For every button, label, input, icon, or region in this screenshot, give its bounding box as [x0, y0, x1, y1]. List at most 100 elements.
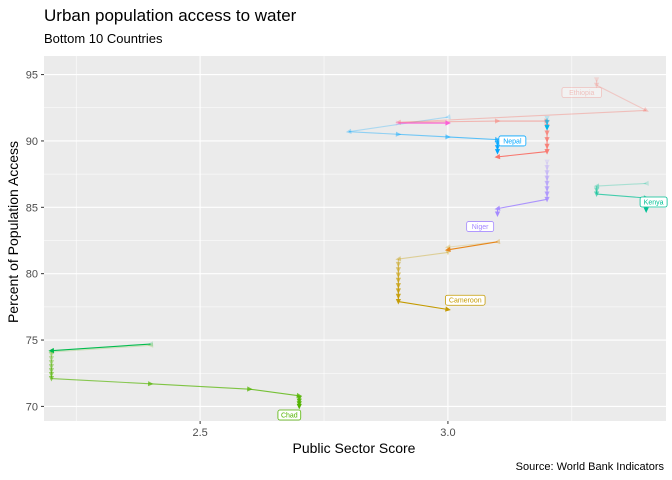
- y-tick-label: 85: [26, 202, 38, 214]
- series-segment: [51, 343, 151, 352]
- y-tick-label: 95: [26, 70, 38, 82]
- series-point: [395, 277, 401, 284]
- axis-ticks: 2.5 3.0 70 75 80 85 90 95: [26, 70, 456, 439]
- series-layer: [48, 77, 650, 410]
- series-point: [594, 82, 600, 89]
- x-axis-title: Public Sector Score: [293, 440, 416, 456]
- series-segment: [447, 136, 498, 141]
- chart-caption: Source: World Bank Indicators: [516, 461, 665, 473]
- series-point: [544, 191, 550, 198]
- country-label-ethiopia: Ethiopia: [561, 87, 602, 98]
- series-point: [544, 119, 550, 126]
- label-text: Chad: [281, 413, 298, 420]
- series-point: [48, 360, 55, 366]
- series-point: [48, 347, 55, 354]
- series-point: [544, 186, 550, 192]
- series-point: [544, 180, 550, 187]
- label-text: Ethiopia: [569, 90, 594, 97]
- label-text: Cameroon: [449, 298, 482, 305]
- series-unlabeled-9: [395, 120, 451, 126]
- series-point: [147, 341, 154, 347]
- series-point: [395, 293, 401, 300]
- y-tick-label: 90: [26, 136, 38, 148]
- series-point: [444, 246, 451, 252]
- label-text: Kenya: [644, 200, 664, 207]
- series-unlabeled-8: [48, 341, 154, 354]
- series-point: [395, 131, 402, 137]
- label-box: [277, 409, 302, 421]
- series-point: [593, 183, 600, 189]
- series-point: [48, 364, 55, 370]
- series-point: [643, 180, 649, 186]
- series-point: [642, 106, 649, 112]
- series-segment: [51, 344, 151, 353]
- chart-subtitle: Bottom 10 Countries: [44, 31, 163, 46]
- series-point: [48, 356, 55, 362]
- series-point: [247, 386, 253, 392]
- series-point: [544, 143, 550, 150]
- series-point: [494, 154, 501, 160]
- series-point: [48, 352, 55, 358]
- series-point: [444, 114, 451, 120]
- series-point: [494, 145, 501, 151]
- series-point: [48, 372, 55, 378]
- country-label-kenya: Kenya: [639, 196, 668, 208]
- series-cameroon: [395, 238, 501, 312]
- country-label-cameroon: Cameroon: [445, 294, 486, 306]
- y-tick-label: 70: [26, 401, 38, 413]
- label-box: [466, 221, 495, 232]
- series-point: [494, 136, 501, 143]
- series-point: [345, 128, 352, 134]
- label-box: [561, 87, 602, 98]
- series-segment: [398, 133, 448, 138]
- series-segment: [596, 193, 647, 199]
- y-tick-label: 75: [26, 335, 38, 347]
- series-unlabeled-7: [444, 238, 501, 252]
- series-point: [395, 267, 401, 273]
- series-niger: [494, 159, 550, 217]
- series-point: [544, 170, 550, 176]
- series-point: [445, 120, 451, 126]
- label-text: Nepal: [503, 138, 522, 145]
- series-point: [544, 159, 550, 166]
- series-point: [594, 77, 600, 83]
- series-point: [395, 261, 401, 268]
- series-point: [296, 403, 302, 410]
- series-point: [544, 149, 550, 155]
- country-label-chad: Chad: [277, 409, 302, 421]
- label-box: [445, 294, 486, 306]
- series-segment: [596, 182, 647, 187]
- series-segment: [398, 109, 647, 123]
- series-point: [544, 137, 550, 143]
- series-point: [643, 207, 649, 213]
- series-segment: [447, 241, 498, 251]
- series-segment: [398, 301, 449, 311]
- chart-title: Urban population access to water: [44, 6, 297, 25]
- label-box: [639, 196, 668, 208]
- series-segment: [596, 84, 647, 111]
- series-point: [445, 306, 451, 312]
- x-tick-label: 3.0: [440, 427, 455, 439]
- country-label-niger: Niger: [466, 221, 495, 232]
- y-tick-label: 80: [26, 269, 38, 281]
- series-point: [594, 191, 600, 198]
- series-point: [544, 164, 550, 171]
- series-chad: [48, 342, 303, 410]
- series-point: [395, 120, 402, 126]
- series-point: [544, 125, 550, 131]
- series-segment: [497, 198, 548, 210]
- series-point: [147, 342, 154, 348]
- country-label-nepal: Nepal: [498, 135, 527, 147]
- series-point: [494, 149, 501, 155]
- series-unlabeled-6: [544, 115, 550, 131]
- label-text: Niger: [472, 224, 489, 231]
- series-point: [544, 196, 550, 203]
- series-point: [544, 130, 550, 136]
- series-point: [48, 368, 55, 374]
- x-tick-label: 2.5: [192, 427, 207, 439]
- series-segment: [348, 116, 449, 133]
- series-segment: [398, 251, 449, 260]
- series-point: [494, 118, 501, 124]
- series-point: [395, 288, 401, 294]
- series-segment: [348, 131, 399, 135]
